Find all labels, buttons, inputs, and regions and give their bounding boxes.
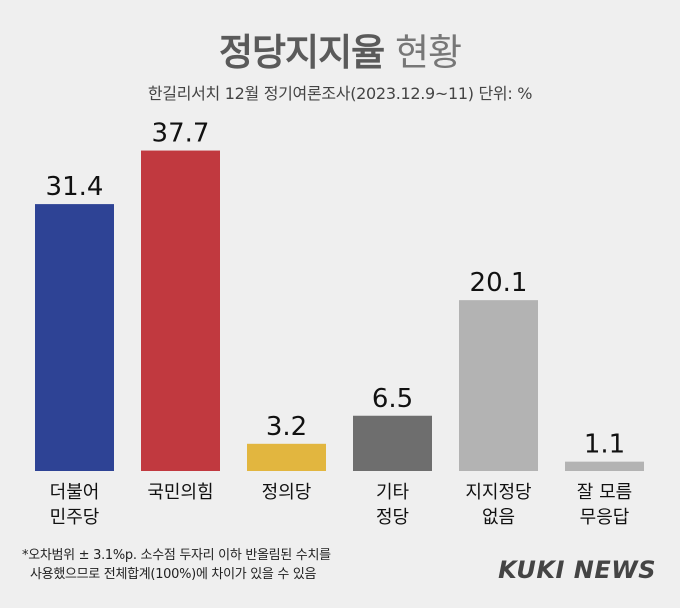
- chart-title-rest: 현황: [394, 31, 462, 74]
- category-label-3-1: 정당: [376, 507, 409, 528]
- value-label-5: 1.1: [584, 430, 625, 460]
- category-label-2-0: 정의당: [262, 482, 312, 503]
- category-label-5-1: 무응답: [580, 507, 630, 528]
- footnote-line-1: *오차범위 ± 3.1%p. 소수점 두자리 이하 반올림된 수치를: [22, 548, 331, 563]
- bar-4: [459, 300, 538, 471]
- bar-5: [565, 461, 644, 471]
- value-label-0: 31.4: [46, 172, 104, 202]
- category-label-1-0: 국민의힘: [147, 482, 213, 503]
- category-label-3-0: 기타: [376, 482, 410, 503]
- category-label-0-1: 민주당: [50, 507, 100, 528]
- value-label-2: 3.2: [266, 412, 307, 442]
- category-label-4-1: 없음: [482, 507, 515, 528]
- kuki-news-logo: KUKI NEWS: [498, 556, 656, 584]
- value-label-3: 6.5: [372, 384, 413, 414]
- footnote: *오차범위 ± 3.1%p. 소수점 두자리 이하 반올림된 수치를 사용했으므…: [22, 546, 331, 584]
- category-label-5-0: 잘 모름: [577, 482, 632, 503]
- value-label-4: 20.1: [470, 268, 528, 298]
- category-label-4-0: 지지정당: [465, 482, 531, 503]
- bar-2: [247, 443, 326, 471]
- category-label-0-0: 더불어: [50, 482, 100, 503]
- bar-0: [35, 204, 114, 471]
- footnote-line-2: 사용했으므로 전체합계(100%)에 차이가 있을 수 있음: [30, 567, 317, 582]
- bar-1: [141, 150, 220, 472]
- value-label-1: 37.7: [152, 119, 210, 149]
- bar-3: [353, 415, 432, 471]
- chart-title-main: 정당지지율: [218, 31, 385, 74]
- chart-subtitle: 한길리서치 12월 정기여론조사(2023.12.9~11) 단위: %: [147, 84, 533, 103]
- chart-title: 정당지지율 현황: [0, 22, 680, 76]
